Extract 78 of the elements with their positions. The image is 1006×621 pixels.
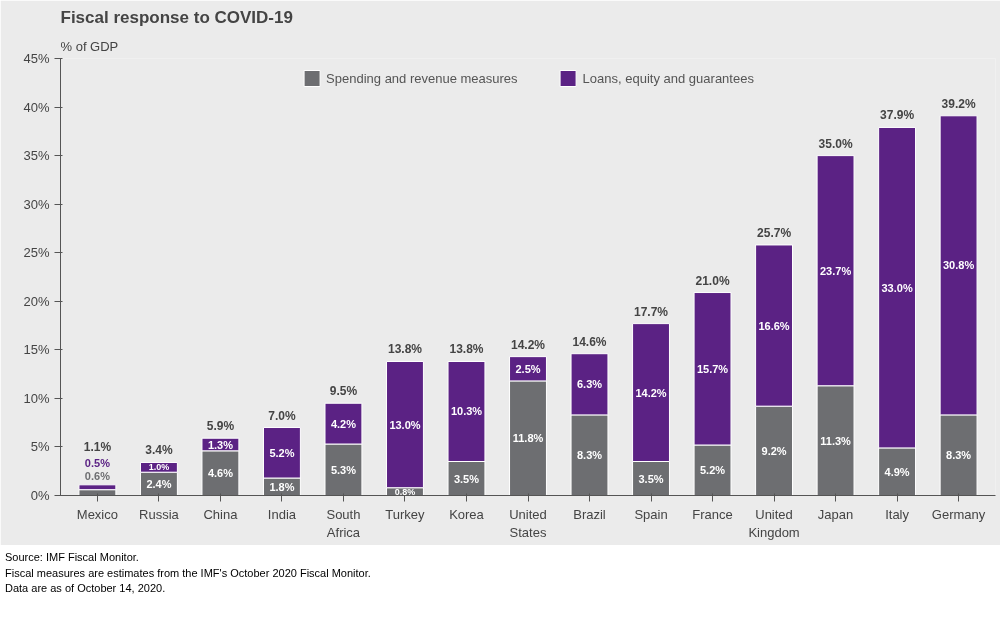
data-label: 0.6% <box>84 469 111 482</box>
x-tick-label: United States <box>509 506 547 540</box>
text: Fiscal measures are estimates from the IMF's October 2020 Fiscal Monitor. <box>5 566 371 579</box>
data-label: 0.5% <box>84 456 111 469</box>
data-label: 3.5% <box>638 472 664 485</box>
x-tick-label: Russia <box>139 506 180 522</box>
x-tick-label: Italy <box>885 506 910 522</box>
data-label: 13.0% <box>389 418 421 431</box>
text: Data are as of October 14, 2020. <box>5 582 166 595</box>
y-tick-label: 30% <box>23 196 50 212</box>
data-label: 15.7% <box>696 362 729 375</box>
x-tick-label: Turkey <box>385 506 426 522</box>
x-tick-label: Japan <box>817 506 854 522</box>
data-label: 11.3% <box>820 434 852 447</box>
chart-title: Fiscal response to COVID-19 <box>60 7 293 27</box>
source-note: Source: IMF Fiscal Monitor. <box>5 551 139 563</box>
data-label: 2.5% <box>515 362 541 375</box>
data-label: 4.9% <box>884 465 910 478</box>
data-label: 1.8% <box>269 480 295 493</box>
y-tick-label: 45% <box>23 51 50 66</box>
total-label: 5.9% <box>206 419 235 434</box>
data-label: 23.7% <box>819 264 852 277</box>
data-label: 2.4% <box>146 477 172 490</box>
y-tick-label: 5% <box>30 439 50 455</box>
data-label: 11.8% <box>512 432 544 445</box>
x-tick-label: Germany <box>931 506 986 522</box>
y-tick-label: 25% <box>23 245 50 261</box>
data-label: 4.6% <box>207 467 234 480</box>
total-label: 7.0% <box>268 408 296 423</box>
data-label: 0.8% <box>394 486 416 497</box>
total-label: 25.7% <box>757 225 792 240</box>
bar <box>78 484 117 491</box>
y-tick-label: 15% <box>23 342 50 358</box>
data-label: 5.2% <box>700 464 726 477</box>
total-label: 14.6% <box>572 334 607 349</box>
total-label: 9.5% <box>329 384 358 399</box>
total-label: 37.9% <box>880 108 915 123</box>
data-label: 3.5% <box>453 472 480 485</box>
x-tick-label: Brazil <box>573 506 606 522</box>
x-tick-label: Mexico <box>76 506 119 522</box>
total-label: 14.2% <box>510 337 546 352</box>
x-tick-label: China <box>203 506 239 522</box>
total-label: 21.0% <box>695 273 730 288</box>
data-label: 9.2% <box>761 444 787 457</box>
y-axis-title: % of GDP <box>60 38 119 54</box>
data-label: 4.2% <box>330 417 357 430</box>
total-label: 1.1% <box>83 439 112 454</box>
data-label: 14.2% <box>635 386 667 399</box>
total-label: 35.0% <box>818 136 853 151</box>
data-label: 5.2% <box>269 446 295 459</box>
y-tick-label: 35% <box>23 148 50 164</box>
total-label: 17.7% <box>634 304 669 319</box>
y-tick-label: 40% <box>23 99 50 115</box>
x-tick-label: Korea <box>449 506 485 522</box>
legend-label: Loans, equity and guarantees <box>582 70 754 86</box>
y-tick-label: 20% <box>23 293 50 309</box>
data-label: 1.3% <box>207 438 234 451</box>
x-tick-label: France <box>692 506 733 522</box>
legend-label: Spending and revenue measures <box>326 70 518 86</box>
data-label: 10.3% <box>450 405 483 418</box>
x-tick-label: United Kingdom <box>748 506 800 540</box>
data-label: 16.6% <box>758 319 790 332</box>
data-label: 5.3% <box>330 463 357 476</box>
x-tick-label: Spain <box>634 506 668 522</box>
data-label: 8.3% <box>946 449 972 462</box>
x-tick-label: India <box>267 506 297 522</box>
data-label: 6.3% <box>576 378 603 391</box>
total-label: 13.8% <box>387 342 423 357</box>
data-label: 33.0% <box>881 281 913 294</box>
data-label: 8.3% <box>576 449 603 462</box>
x-tick-label: South Africa <box>326 506 361 540</box>
total-label: 39.2% <box>941 96 976 111</box>
data-label: 1.0% <box>148 462 170 473</box>
total-label: 13.8% <box>449 342 484 357</box>
y-tick-label: 10% <box>23 390 50 406</box>
data-label: 30.8% <box>943 259 975 272</box>
y-tick-label: 0% <box>30 488 50 503</box>
total-label: 3.4% <box>145 443 173 458</box>
